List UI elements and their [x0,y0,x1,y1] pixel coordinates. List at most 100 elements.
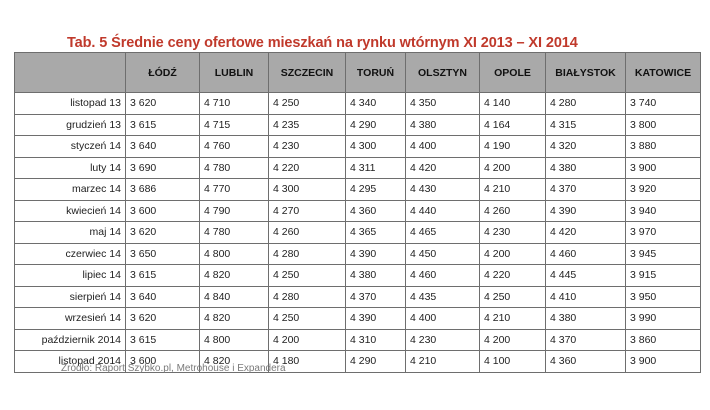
price-cell: 4 380 [345,264,406,287]
table-row: grudzień 13 3 615 4 715 4 235 4 290 4 380 4 16… [14,113,701,136]
price-cell: 4 200 [479,156,546,179]
price-cell: 3 690 [125,156,200,179]
price-cell: 4 820 [199,350,269,373]
price-cell: 4 370 [545,178,626,201]
price-cell: 4 380 [405,113,480,136]
price-cell: 4 410 [545,285,626,308]
price-cell: 4 190 [479,135,546,158]
price-cell: 4 230 [405,328,480,351]
price-cell: 3 920 [625,178,701,201]
price-cell: 4 770 [199,178,269,201]
price-cell: 4 220 [268,156,346,179]
price-cell: 4 230 [268,135,346,158]
price-cell: 3 900 [625,156,701,179]
table-body: listopad 13 3 620 4 710 4 250 4 340 4 350 4 14… [14,92,701,373]
price-cell: 3 860 [625,328,701,351]
price-cell: 4 260 [479,199,546,222]
price-cell: 4 310 [345,328,406,351]
header-row: ŁÓDŹ LUBLIN SZCZECIN TORUŃ OLSZTYN OPOLE… [14,52,701,93]
table-row: maj 14 3 620 4 780 4 260 4 365 4 465 4 230 4 42… [14,221,701,244]
row-label: listopad 2014 [14,350,126,373]
column-header: BIAŁYSTOK [545,52,626,93]
table-row: październik 2014 3 615 4 800 4 200 4 310 4 23… [14,328,701,351]
table-row: sierpień 14 3 640 4 840 4 280 4 370 4 435 4 25… [14,285,701,308]
price-cell: 4 350 [405,92,480,115]
price-cell: 4 140 [479,92,546,115]
price-cell: 4 400 [405,307,480,330]
table-row: lipiec 14 3 615 4 820 4 250 4 380 4 460 4 220 4… [14,264,701,287]
price-cell: 3 880 [625,135,701,158]
price-cell: 4 270 [268,199,346,222]
column-header: OLSZTYN [405,52,480,93]
price-cell: 4 200 [479,242,546,265]
price-cell: 4 760 [199,135,269,158]
price-cell: 4 280 [268,285,346,308]
price-cell: 4 790 [199,199,269,222]
price-cell: 4 390 [345,307,406,330]
row-label: luty 14 [14,156,126,179]
price-cell: 3 970 [625,221,701,244]
price-cell: 4 315 [545,113,626,136]
table-row: czerwiec 14 3 650 4 800 4 280 4 390 4 450 4 20… [14,242,701,265]
price-cell: 4 365 [345,221,406,244]
price-cell: 4 370 [545,328,626,351]
row-label: wrzesień 14 [14,307,126,330]
price-cell: 4 260 [268,221,346,244]
price-cell: 3 800 [625,113,701,136]
price-cell: 3 915 [625,264,701,287]
price-cell: 3 620 [125,307,200,330]
price-cell: 4 420 [545,221,626,244]
price-cell: 4 780 [199,221,269,244]
price-cell: 4 800 [199,242,269,265]
price-cell: 4 820 [199,264,269,287]
price-cell: 3 615 [125,328,200,351]
price-cell: 4 220 [479,264,546,287]
row-label: grudzień 13 [14,113,126,136]
source-note: Źródło: Raport Szybko.pl, Metrohouse i E… [61,363,286,374]
column-header: TORUŃ [345,52,406,93]
table-row: marzec 14 3 686 4 770 4 300 4 295 4 430 4 210 4… [14,178,701,201]
price-cell: 3 620 [125,92,200,115]
table-row: listopad 13 3 620 4 710 4 250 4 340 4 350 4 14… [14,92,701,115]
price-cell: 3 615 [125,113,200,136]
price-cell: 4 311 [345,156,406,179]
price-cell: 4 370 [345,285,406,308]
price-cell: 4 390 [545,199,626,222]
price-cell: 3 620 [125,221,200,244]
price-cell: 4 250 [268,92,346,115]
price-cell: 4 200 [268,328,346,351]
price-cell: 4 250 [268,307,346,330]
row-label: listopad 13 [14,92,126,115]
price-cell: 4 280 [268,242,346,265]
column-header: SZCZECIN [268,52,346,93]
row-label: kwiecień 14 [14,199,126,222]
price-cell: 4 290 [345,350,406,373]
row-label: październik 2014 [14,328,126,351]
price-cell: 3 650 [125,242,200,265]
price-cell: 4 390 [345,242,406,265]
column-header: KATOWICE [625,52,701,93]
price-cell: 4 710 [199,92,269,115]
corner-header-cell [14,52,126,93]
price-cell: 4 780 [199,156,269,179]
price-cell: 4 100 [479,350,546,373]
price-cell: 4 320 [545,135,626,158]
table-row: listopad 2014 3 600 4 820 4 180 4 290 4 210 4 … [14,350,701,373]
price-cell: 4 210 [479,307,546,330]
price-cell: 3 940 [625,199,701,222]
column-header: ŁÓDŹ [125,52,200,93]
price-cell: 3 640 [125,135,200,158]
price-cell: 4 280 [545,92,626,115]
price-cell: 4 235 [268,113,346,136]
price-cell: 4 180 [268,350,346,373]
price-cell: 4 250 [479,285,546,308]
price-cell: 4 250 [268,264,346,287]
price-cell: 3 950 [625,285,701,308]
price-cell: 4 340 [345,92,406,115]
column-header: LUBLIN [199,52,269,93]
price-cell: 3 615 [125,264,200,287]
price-cell: 4 460 [545,242,626,265]
price-cell: 4 435 [405,285,480,308]
price-cell: 4 840 [199,285,269,308]
price-cell: 3 945 [625,242,701,265]
